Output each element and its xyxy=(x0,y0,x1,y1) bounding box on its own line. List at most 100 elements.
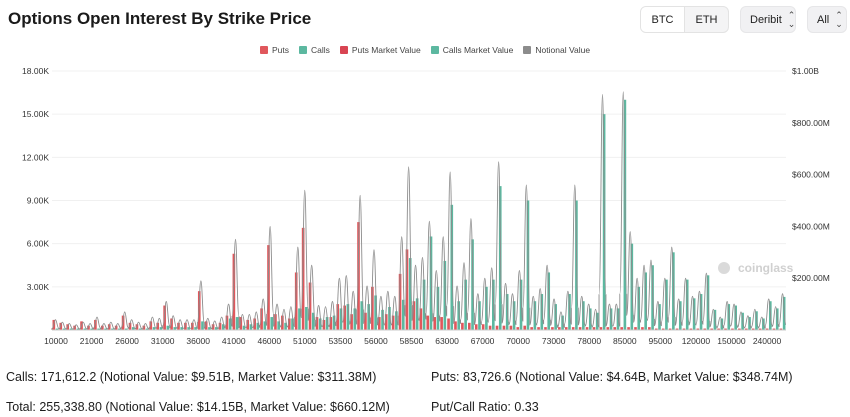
bar-puts xyxy=(225,315,229,330)
bar-puts xyxy=(329,317,333,330)
bar-puts xyxy=(717,328,720,330)
x-tick-label: 26000 xyxy=(115,336,139,346)
x-tick-label: 120000 xyxy=(682,336,711,346)
calls-summary: Calls: 171,612.2 (Notional Value: $9.51B… xyxy=(6,370,377,384)
bar-puts xyxy=(336,304,340,330)
bar-puts xyxy=(128,322,132,330)
legend-item-puts-market-value[interactable]: Puts Market Value xyxy=(339,45,421,55)
bar-calls xyxy=(374,295,377,330)
notional-value-line xyxy=(51,91,787,330)
x-tick-label: 78000 xyxy=(577,336,601,346)
bar-puts xyxy=(592,327,596,330)
bar-puts xyxy=(502,325,506,330)
bar-calls xyxy=(62,328,66,330)
bar-calls xyxy=(436,286,440,330)
y-tick-label: 6.00K xyxy=(27,239,50,249)
bar-calls xyxy=(111,328,114,330)
legend-item-notional-value[interactable]: Notional Value xyxy=(523,45,590,55)
y-tick-label: 18.00K xyxy=(22,66,49,76)
bar-calls xyxy=(395,311,398,330)
bar-puts xyxy=(758,328,762,330)
bar-puts xyxy=(585,327,589,330)
bar-puts xyxy=(537,327,540,330)
bar-puts xyxy=(544,327,547,330)
bar-puts xyxy=(495,325,499,330)
x-tick-label: 150000 xyxy=(717,336,746,346)
y-tick-label: 9.00K xyxy=(27,196,50,206)
bar-calls xyxy=(201,321,204,330)
x-tick-label: 63000 xyxy=(435,336,459,346)
bar-puts xyxy=(599,327,603,330)
bar-calls xyxy=(381,309,384,330)
bar-puts xyxy=(738,328,741,330)
y2-tick-label: $400.00M xyxy=(792,221,830,231)
bar-calls xyxy=(83,328,87,330)
bar-calls xyxy=(228,318,232,330)
bar-puts xyxy=(779,328,783,330)
exchange-select[interactable]: Deribit ⌃ ⌄ xyxy=(740,6,796,33)
x-tick-label: 240000 xyxy=(753,336,782,346)
bar-puts xyxy=(94,319,97,330)
bar-calls xyxy=(249,324,253,330)
bar-puts xyxy=(184,322,187,330)
bar-puts xyxy=(281,315,284,330)
x-tick-label: 36000 xyxy=(186,336,210,346)
bar-calls xyxy=(131,327,135,330)
bar-puts xyxy=(211,324,215,330)
bar-puts xyxy=(744,328,748,330)
bar-puts xyxy=(246,319,250,330)
bar-calls xyxy=(415,298,419,330)
bar-calls xyxy=(360,301,364,330)
bar-puts xyxy=(322,319,326,330)
bar-puts xyxy=(682,328,686,330)
bar-calls xyxy=(346,304,350,330)
bar-calls xyxy=(305,306,308,330)
bar-calls xyxy=(187,327,190,330)
put-call-ratio: Put/Call Ratio: 0.33 xyxy=(431,400,539,414)
bar-puts xyxy=(530,327,533,330)
bar-puts xyxy=(772,328,776,330)
bar-puts xyxy=(634,327,637,330)
bar-calls xyxy=(221,324,225,330)
coin-btc-button[interactable]: BTC xyxy=(641,7,685,32)
bar-puts xyxy=(509,325,513,330)
legend-item-calls[interactable]: Calls xyxy=(298,45,330,55)
scope-select[interactable]: All ⌃ ⌄ xyxy=(807,6,847,33)
chevron-updown-icon: ⌃ ⌄ xyxy=(787,9,796,29)
x-tick-label: 41000 xyxy=(222,336,246,346)
scope-select-value: All xyxy=(817,13,830,26)
bar-puts xyxy=(564,327,568,330)
x-tick-label: 10000 xyxy=(44,336,68,346)
x-tick-label: 53500 xyxy=(329,336,353,346)
bar-puts xyxy=(398,273,402,330)
bar-puts xyxy=(689,328,693,330)
legend-item-puts[interactable]: Puts xyxy=(259,45,289,55)
coin-eth-button[interactable]: ETH xyxy=(695,13,718,26)
bar-calls xyxy=(443,260,447,330)
bar-calls xyxy=(457,301,461,330)
bar-calls xyxy=(353,308,357,330)
bar-calls xyxy=(152,327,156,330)
coin-toggle: BTC ETH xyxy=(640,6,729,33)
bar-puts xyxy=(447,318,450,330)
bar-calls xyxy=(76,328,80,330)
bar-puts xyxy=(142,325,146,330)
bar-puts xyxy=(426,315,430,330)
x-tick-label: 31000 xyxy=(151,336,175,346)
legend-item-calls-market-value[interactable]: Calls Market Value xyxy=(430,45,513,55)
bar-puts xyxy=(308,282,312,330)
watermark-logo-icon xyxy=(718,262,730,274)
bar-puts xyxy=(433,317,437,330)
bar-puts xyxy=(121,315,125,330)
x-tick-label: 46000 xyxy=(257,336,281,346)
bar-puts xyxy=(357,222,360,330)
bar-calls xyxy=(55,328,59,330)
bar-puts xyxy=(343,305,346,330)
bar-calls xyxy=(339,308,343,330)
bar-calls xyxy=(422,279,426,330)
bar-calls xyxy=(311,312,315,330)
bar-calls xyxy=(242,325,246,330)
bar-calls xyxy=(145,328,149,330)
bar-calls xyxy=(512,301,516,330)
bar-puts xyxy=(384,314,388,330)
